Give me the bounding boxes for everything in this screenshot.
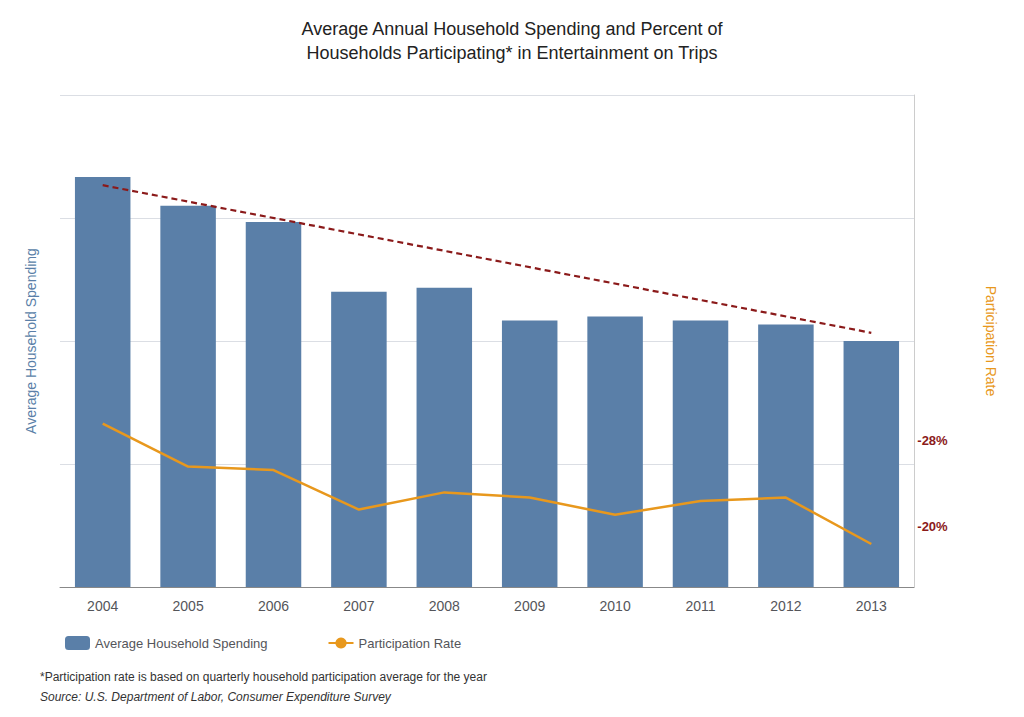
svg-text:Average Household Spending: Average Household Spending (95, 636, 268, 651)
svg-text:2006: 2006 (258, 598, 289, 614)
svg-text:2007: 2007 (343, 598, 374, 614)
svg-text:Participation Rate: Participation Rate (359, 636, 462, 651)
svg-text:2011: 2011 (685, 598, 715, 614)
svg-text:*Participation rate is based o: *Participation rate is based on quarterl… (40, 670, 487, 684)
svg-text:Average Household Spending: Average Household Spending (23, 248, 39, 434)
svg-text:2008: 2008 (429, 598, 460, 614)
svg-text:2012: 2012 (770, 598, 801, 614)
svg-text:Households Participating* in E: Households Participating* in Entertainme… (306, 43, 717, 63)
svg-text:Average Annual Household Spend: Average Annual Household Spending and Pe… (302, 19, 724, 39)
svg-text:2009: 2009 (514, 598, 545, 614)
svg-text:-28%: -28% (917, 433, 948, 448)
svg-text:2013: 2013 (856, 598, 887, 614)
svg-text:2005: 2005 (173, 598, 204, 614)
svg-text:2010: 2010 (600, 598, 631, 614)
svg-text:Source: U.S. Department of Lab: Source: U.S. Department of Labor, Consum… (40, 690, 392, 704)
svg-text:Participation Rate: Participation Rate (983, 286, 999, 397)
svg-text:-20%: -20% (917, 519, 948, 534)
svg-text:2004: 2004 (87, 598, 118, 614)
